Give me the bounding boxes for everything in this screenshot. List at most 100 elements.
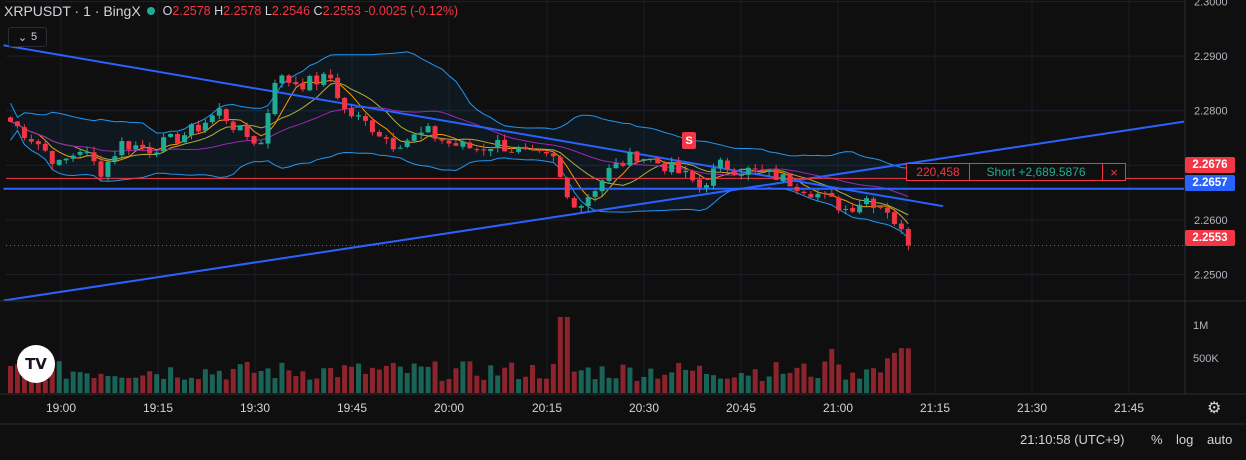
- volume-bar: [467, 361, 473, 393]
- volume-bar: [397, 366, 403, 393]
- x-tick-label: 20:00: [434, 401, 464, 415]
- volume-bar: [704, 373, 709, 393]
- volume-bar: [843, 379, 849, 393]
- candle-body: [606, 168, 612, 181]
- volume-bar: [884, 358, 890, 393]
- candle-body: [307, 76, 313, 91]
- log-toggle[interactable]: log: [1176, 432, 1194, 447]
- candle-body: [300, 83, 306, 90]
- moving-averages: [10, 79, 909, 225]
- trendlines: [3, 44, 1185, 302]
- volume-bar: [787, 372, 793, 393]
- candle-body: [655, 158, 661, 164]
- position-line-label[interactable]: 220,458 Short +2,689.5876 ×: [906, 163, 1126, 181]
- auto-toggle[interactable]: auto: [1207, 432, 1233, 447]
- symbol-label[interactable]: XRPUSDT · 1 · BingX: [4, 3, 141, 19]
- volume-bar: [411, 363, 417, 393]
- candle-body: [279, 75, 285, 84]
- ohlc-values: O2.2578 H2.2578 L2.2546 C2.2553 -0.0025 …: [162, 4, 459, 18]
- x-tick-label: 19:00: [46, 401, 76, 415]
- volume-bar: [195, 379, 201, 393]
- volume-bar: [766, 376, 772, 393]
- volume-bar: [620, 364, 626, 393]
- candle-body: [509, 151, 515, 153]
- sell-signal-marker[interactable]: S: [682, 132, 696, 149]
- close-position-icon[interactable]: ×: [1103, 163, 1126, 181]
- clock-timezone[interactable]: 21:10:58 (UTC+9): [1020, 432, 1125, 447]
- bollinger-fill: [10, 51, 909, 239]
- volume-bar: [335, 377, 341, 393]
- candle-body: [168, 134, 174, 137]
- candle-body: [613, 163, 619, 169]
- candle-body: [105, 161, 111, 177]
- volume-bar: [209, 374, 215, 393]
- volume-bar: [383, 365, 389, 393]
- position-pnl: Short +2,689.5876: [970, 163, 1103, 181]
- close-value: 2.2553: [322, 4, 361, 18]
- volume-bar: [509, 362, 515, 393]
- volume-bar: [697, 365, 703, 393]
- candle-body: [133, 145, 139, 150]
- candle-body: [564, 177, 570, 198]
- candle-body: [182, 135, 187, 143]
- candle-body: [314, 75, 320, 85]
- volume-bar: [362, 373, 368, 393]
- candle-body: [425, 126, 431, 133]
- volume-bar: [446, 379, 452, 393]
- candle-body: [140, 144, 146, 148]
- candle-body: [349, 108, 355, 117]
- candle-body: [829, 192, 835, 197]
- candle-body: [175, 134, 181, 144]
- candle-body: [669, 161, 675, 173]
- volume-bar: [244, 361, 250, 393]
- candle-body: [411, 134, 417, 141]
- volume-bar: [223, 379, 229, 393]
- percent-toggle[interactable]: %: [1151, 432, 1163, 447]
- volume-bar: [154, 374, 160, 393]
- candle-body: [502, 139, 508, 152]
- candle-body: [335, 77, 341, 99]
- volume-bar: [710, 375, 716, 393]
- market-status-dot: [146, 7, 155, 15]
- volume-bar: [536, 378, 542, 393]
- y-tick-label: 2.2900: [1194, 51, 1228, 63]
- indicators-collapse-button[interactable]: ⌄ 5: [8, 27, 47, 47]
- candle-body: [63, 158, 69, 161]
- candle-body: [516, 147, 522, 152]
- candle-body: [474, 149, 480, 151]
- candle-body: [293, 81, 299, 85]
- gear-icon[interactable]: ⚙: [1207, 400, 1222, 417]
- trendline: [3, 44, 944, 208]
- volume-bar: [864, 369, 870, 393]
- volume-bar: [662, 374, 668, 393]
- volume-bar: [905, 348, 911, 393]
- candle-body: [641, 159, 647, 161]
- volume-bar: [738, 373, 744, 393]
- x-tick-label: 19:45: [337, 401, 367, 415]
- candle-body: [627, 151, 633, 166]
- volume-bar: [42, 380, 48, 393]
- volume-bar: [349, 366, 355, 393]
- candle-body: [585, 197, 591, 207]
- candle-body: [836, 197, 842, 211]
- volume-bar: [188, 377, 194, 393]
- tradingview-logo[interactable]: TV: [17, 345, 55, 383]
- volume-bar: [724, 378, 730, 393]
- candle-body: [49, 150, 55, 164]
- ma-fast: [10, 79, 909, 225]
- volume-bar: [683, 369, 689, 393]
- candle-body: [404, 140, 410, 147]
- ma-slow: [10, 106, 909, 198]
- x-tick-label: 19:30: [240, 401, 270, 415]
- volume-bar: [481, 379, 487, 393]
- candle-body: [801, 191, 807, 194]
- candle-body: [126, 141, 132, 150]
- candle-body: [467, 142, 473, 149]
- candle-body: [697, 179, 703, 188]
- bollinger-upper: [10, 51, 909, 169]
- candle-body: [738, 174, 744, 176]
- x-tick-label: 20:30: [629, 401, 659, 415]
- volume-bar: [321, 368, 327, 393]
- candle-body: [536, 149, 542, 152]
